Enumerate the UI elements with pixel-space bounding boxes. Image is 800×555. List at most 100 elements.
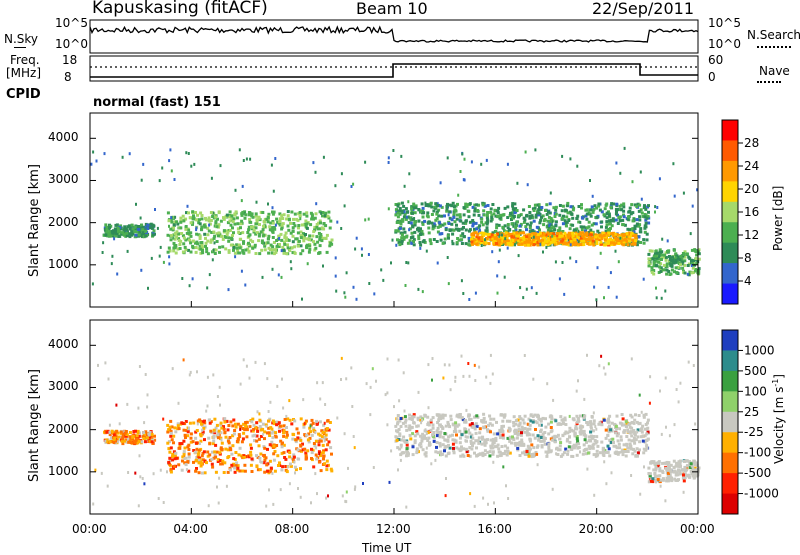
range-gate-cell: [293, 465, 297, 469]
range-gate-cell: [643, 427, 647, 431]
range-gate-cell: [227, 239, 231, 243]
range-gate-cell: [244, 248, 248, 252]
range-gate-cell: [421, 206, 425, 210]
range-gate-cell: [305, 214, 309, 218]
range-gate-cell: [266, 447, 269, 451]
noise-cell: [161, 166, 164, 170]
range-gate-cell: [429, 420, 433, 424]
range-gate-cell: [398, 212, 402, 216]
noise-cell: [496, 224, 498, 228]
range-gate-cell: [216, 436, 220, 440]
noise-cell: [470, 160, 473, 164]
y-tick-label: 4000: [48, 130, 79, 145]
range-gate-cell: [200, 245, 204, 249]
range-gate-cell: [606, 450, 610, 454]
range-gate-cell: [607, 219, 611, 223]
range-gate-cell: [507, 228, 511, 232]
range-gate-cell: [172, 241, 176, 245]
range-gate-cell: [281, 245, 285, 249]
noise-cell: [498, 248, 501, 252]
range-gate-cell: [561, 222, 565, 226]
noise-cell: [166, 470, 168, 474]
range-gate-cell: [532, 446, 536, 450]
range-gate-cell: [440, 214, 444, 218]
range-gate-cell: [608, 424, 611, 428]
range-gate-cell: [249, 446, 253, 450]
range-gate-cell: [230, 463, 234, 467]
range-gate-cell: [489, 219, 493, 223]
colorbar-tick-label: 24: [744, 159, 759, 173]
noise-cell: [583, 397, 586, 401]
noise-cell: [577, 240, 580, 244]
range-gate-cell: [637, 224, 641, 228]
noise-cell: [274, 157, 277, 160]
range-gate-cell: [150, 440, 154, 444]
range-gate-cell: [516, 433, 520, 437]
noise-cell: [436, 421, 439, 425]
range-gate-cell: [597, 204, 601, 208]
range-gate-cell: [493, 233, 497, 237]
noise-cell: [509, 428, 512, 432]
range-gate-cell: [697, 257, 701, 261]
range-gate-cell: [554, 419, 558, 423]
range-gate-cell: [645, 232, 649, 236]
range-gate-cell: [585, 238, 589, 241]
range-gate-cell: [408, 413, 411, 417]
noise-cell: [491, 250, 494, 254]
range-gate-cell: [189, 234, 193, 238]
range-gate-cell: [644, 448, 648, 452]
range-gate-cell: [558, 204, 562, 207]
range-gate-cell: [480, 435, 484, 439]
range-gate-cell: [475, 414, 479, 418]
range-gate-cell: [272, 422, 276, 426]
range-gate-cell: [492, 212, 496, 216]
range-gate-cell: [227, 437, 231, 441]
noise-cell: [262, 432, 265, 436]
range-gate-cell: [200, 228, 204, 232]
range-gate-cell: [215, 232, 219, 236]
range-gate-cell: [622, 233, 626, 237]
range-gate-cell: [470, 240, 474, 244]
range-gate-cell: [600, 234, 604, 238]
range-gate-cell: [605, 211, 609, 215]
range-gate-cell: [460, 238, 464, 242]
noise-cell: [502, 465, 505, 469]
range-gate-cell: [621, 453, 625, 457]
range-gate-cell: [166, 423, 170, 427]
range-gate-cell: [515, 234, 519, 238]
noise-cell: [592, 411, 595, 415]
range-gate-cell: [553, 242, 557, 246]
range-gate-cell: [621, 417, 625, 421]
noise-cell: [146, 405, 149, 409]
range-gate-cell: [485, 222, 489, 226]
noise-cell: [420, 421, 423, 425]
range-gate-cell: [639, 435, 643, 439]
range-gate-cell: [482, 425, 486, 429]
range-gate-cell: [691, 467, 695, 471]
range-gate-cell: [432, 209, 436, 213]
range-gate-cell: [579, 236, 583, 240]
noise-cell: [467, 428, 470, 432]
range-gate-cell: [112, 441, 116, 444]
range-gate-cell: [471, 219, 475, 222]
range-gate-cell: [512, 424, 516, 428]
range-gate-cell: [105, 440, 108, 444]
noise-cell: [654, 205, 657, 209]
range-gate-cell: [547, 238, 550, 242]
range-gate-cell: [617, 451, 621, 455]
noise-cell: [579, 450, 581, 454]
colorbar-swatch: [722, 263, 738, 285]
range-gate-cell: [581, 234, 585, 238]
range-gate-cell: [583, 438, 587, 442]
range-gate-cell: [288, 451, 292, 455]
range-gate-cell: [613, 232, 617, 236]
range-gate-cell: [398, 432, 402, 436]
range-gate-cell: [639, 230, 643, 234]
colorbar-swatch: [722, 242, 738, 264]
noise-cell: [569, 157, 572, 161]
range-gate-cell: [641, 439, 645, 443]
range-gate-cell: [413, 223, 417, 227]
noise-cell: [321, 381, 324, 385]
range-gate-cell: [282, 213, 286, 217]
